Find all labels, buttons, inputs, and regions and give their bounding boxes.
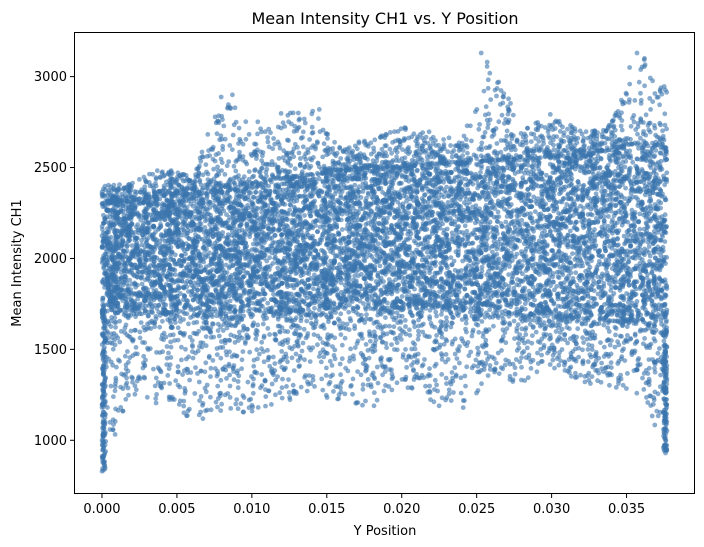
scatter-point-1590: [223, 262, 229, 268]
scatter-point-2812: [272, 232, 278, 238]
scatter-point-4553: [348, 184, 353, 190]
scatter-point-4645: [499, 224, 505, 229]
scatter-point-1664: [514, 217, 520, 223]
scatter-point-1144: [445, 200, 451, 205]
scatter-point-4436: [503, 219, 509, 225]
scatter-point-1672: [521, 257, 527, 263]
scatter-point-4674: [646, 211, 652, 217]
scatter-point-1706: [493, 161, 499, 167]
scatter-point-4590: [441, 296, 446, 302]
scatter-points: [99, 50, 670, 474]
scatter-point-687: [495, 209, 501, 215]
scatter-point-4563: [566, 183, 572, 189]
scatter-point-1132: [227, 298, 233, 304]
scatter-point-739: [519, 217, 525, 223]
scatter-point-200: [554, 284, 560, 289]
scatter-point-668: [453, 167, 458, 172]
scatter-point-1992: [532, 209, 538, 215]
scatter-point-4395: [237, 292, 243, 298]
scatter-point-615: [570, 251, 575, 256]
scatter-point-773: [600, 253, 606, 259]
scatter-point-427: [487, 307, 493, 313]
scatter-point-1108: [179, 232, 185, 238]
scatter-point-2736: [399, 294, 405, 299]
scatter-point-4073: [463, 254, 468, 260]
scatter-point-206: [376, 241, 381, 247]
scatter-point-4918: [202, 225, 208, 230]
scatter-point-4852: [403, 177, 409, 183]
scatter-point-4751: [260, 271, 266, 277]
scatter-point-4620: [547, 161, 553, 167]
scatter-point-1970: [612, 172, 618, 178]
scatter-point-1239: [608, 288, 614, 293]
chart-title: Mean Intensity CH1 vs. Y Position: [251, 9, 518, 28]
scatter-point-1189: [316, 176, 322, 182]
scatter-point-4973: [315, 241, 321, 247]
scatter-point-1622: [630, 159, 636, 165]
scatter-point-4911: [246, 190, 252, 196]
scatter-point-862: [352, 182, 358, 188]
scatter-point-4489: [567, 228, 573, 234]
scatter-point-4756: [586, 169, 592, 175]
scatter-point-4912: [557, 191, 562, 197]
scatter-point-566: [644, 275, 650, 281]
scatter-point-2055: [139, 281, 145, 287]
scatter-point-4287: [317, 237, 323, 243]
scatter-point-1673: [479, 264, 485, 270]
scatter-point-4497: [286, 197, 291, 203]
scatter-point-272: [601, 214, 607, 219]
scatter-point-4935: [339, 227, 345, 232]
scatter-point-1744: [129, 243, 135, 249]
scatter-point-2776: [470, 230, 476, 236]
scatter-point-148: [478, 169, 483, 175]
scatter-point-97: [172, 252, 178, 258]
scatter-point-671: [658, 253, 664, 258]
scatter-point-1289: [636, 145, 641, 151]
scatter-point-1666: [626, 166, 632, 172]
scatter-point-704: [609, 284, 614, 290]
scatter-point-4400: [539, 188, 544, 194]
scatter-point-4884: [230, 221, 236, 227]
scatter-point-4798: [136, 213, 141, 218]
scatter-point-4869: [635, 197, 641, 202]
scatter-point-1654: [541, 238, 547, 244]
scatter-point-1628: [250, 241, 256, 247]
scatter-point-4687: [555, 215, 560, 221]
scatter-point-315: [522, 301, 528, 307]
scatter-point-3924: [259, 209, 265, 215]
scatter-point-4127: [302, 213, 307, 218]
scatter-point-1649: [377, 263, 383, 269]
scatter-point-3925: [416, 242, 421, 248]
scatter-point-2351: [438, 185, 443, 190]
scatter-point-2586: [399, 180, 404, 186]
scatter-point-1120: [316, 299, 321, 305]
scatter-point-25: [490, 249, 495, 255]
scatter-point-3788: [208, 226, 214, 232]
scatter-point-1348: [573, 270, 579, 276]
scatter-point-4608: [419, 271, 424, 277]
scatter-point-3896: [250, 195, 256, 200]
scatter-point-2327: [637, 226, 643, 232]
scatter-point-4524: [311, 286, 316, 292]
scatter-point-1178: [511, 285, 517, 291]
scatter-point-4906: [516, 221, 521, 226]
scatter-point-4239: [449, 262, 454, 268]
scatter-point-1634: [468, 170, 474, 176]
